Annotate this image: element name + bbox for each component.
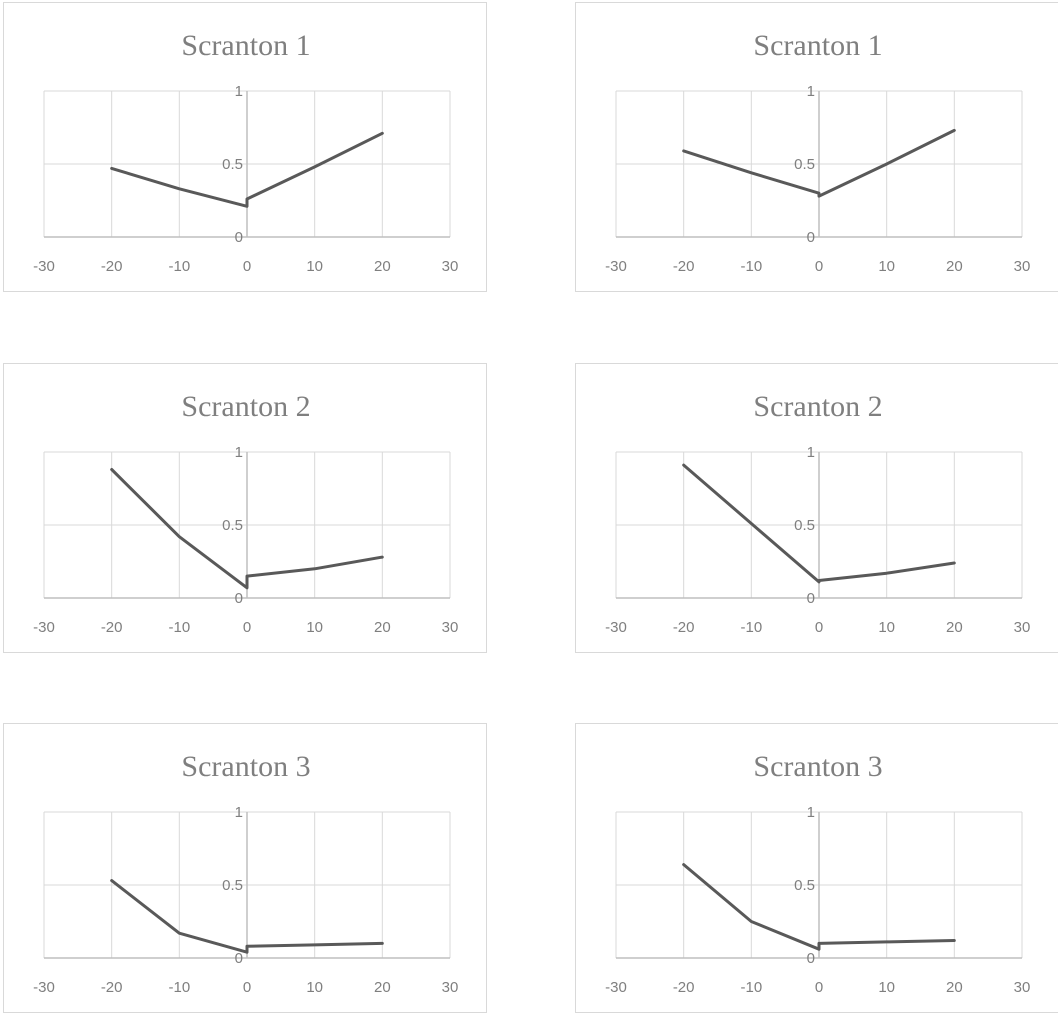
y-tick-label: 1 — [807, 444, 815, 461]
y-tick-label: 1 — [807, 83, 815, 100]
chart-title: Scranton 1 — [181, 29, 310, 62]
x-tick-label: -10 — [740, 258, 762, 275]
chart-svg-4: Scranton 2 -30 -20 -10 0 10 20 30 0 0.5 1 — [605, 390, 1031, 636]
chart-panel-1: Scranton 1 -30 -20 -10 0 10 20 30 0 0.5 1 — [3, 2, 487, 292]
x-tick-label: -20 — [101, 258, 123, 275]
x-tick-label: 30 — [1014, 619, 1031, 636]
x-tick-label: 0 — [815, 979, 823, 996]
x-tick-label: 10 — [878, 258, 895, 275]
series-line — [682, 128, 956, 198]
y-tick-label: 0.5 — [794, 877, 815, 894]
chart-title: Scranton 2 — [753, 390, 882, 423]
x-tick-label: 30 — [442, 619, 459, 636]
y-tick-label: 0.5 — [222, 156, 243, 173]
chart-svg-3: Scranton 2 -30 -20 -10 0 10 20 30 0 0.5 1 — [33, 390, 459, 636]
y-tick-label: 0 — [807, 229, 815, 246]
x-tick-label: 30 — [442, 258, 459, 275]
chart-panel-5: Scranton 3 -30 -20 -10 0 10 20 30 0 0.5 1 — [3, 723, 487, 1013]
series-line — [682, 463, 956, 584]
x-tick-label: 0 — [243, 258, 251, 275]
chart-panel-2: Scranton 1 -30 -20 -10 0 10 20 30 0 0.5 1 — [575, 2, 1058, 292]
x-tick-label: -30 — [605, 979, 627, 996]
y-tick-label: 1 — [235, 804, 243, 821]
x-tick-label: -10 — [740, 979, 762, 996]
y-tick-label: 0 — [235, 229, 243, 246]
x-tick-label: 10 — [306, 979, 323, 996]
y-tick-label: 0.5 — [794, 517, 815, 534]
x-tick-label: 10 — [878, 979, 895, 996]
x-tick-label: 20 — [374, 979, 391, 996]
x-tick-label: -10 — [168, 979, 190, 996]
x-tick-label: 20 — [946, 619, 963, 636]
x-tick-label: 30 — [1014, 979, 1031, 996]
y-tick-label: 0 — [807, 950, 815, 967]
y-tick-label: 1 — [235, 83, 243, 100]
x-tick-label: 0 — [815, 258, 823, 275]
chart-title: Scranton 1 — [753, 29, 882, 62]
x-tick-label: -10 — [168, 619, 190, 636]
x-tick-label: -30 — [605, 619, 627, 636]
x-tick-label: 20 — [946, 979, 963, 996]
x-tick-label: -20 — [673, 979, 695, 996]
chart-svg-6: Scranton 3 -30 -20 -10 0 10 20 30 0 0.5 1 — [605, 750, 1031, 996]
y-tick-label: 0 — [807, 590, 815, 607]
x-tick-label: -10 — [168, 258, 190, 275]
y-tick-label: 0.5 — [222, 877, 243, 894]
x-tick-label: -20 — [101, 619, 123, 636]
x-tick-label: 10 — [306, 619, 323, 636]
x-tick-label: -30 — [605, 258, 627, 275]
chart-panel-3: Scranton 2 -30 -20 -10 0 10 20 30 0 0.5 1 — [3, 363, 487, 653]
x-tick-label: -30 — [33, 258, 55, 275]
x-tick-label: -10 — [740, 619, 762, 636]
x-tick-label: 30 — [442, 979, 459, 996]
y-tick-label: 1 — [807, 804, 815, 821]
series-line — [110, 468, 384, 590]
y-tick-label: 0.5 — [794, 156, 815, 173]
chart-title: Scranton 3 — [753, 750, 882, 783]
y-tick-label: 1 — [235, 444, 243, 461]
x-tick-label: 0 — [815, 619, 823, 636]
chart-title: Scranton 2 — [181, 390, 310, 423]
series-line — [110, 879, 384, 954]
y-tick-label: 0.5 — [222, 517, 243, 534]
x-tick-label: 0 — [243, 979, 251, 996]
x-tick-label: -20 — [673, 258, 695, 275]
chart-svg-5: Scranton 3 -30 -20 -10 0 10 20 30 0 0.5 1 — [33, 750, 459, 996]
x-tick-label: 20 — [374, 258, 391, 275]
series-line — [110, 131, 384, 208]
x-tick-label: 20 — [946, 258, 963, 275]
chart-svg-2: Scranton 1 -30 -20 -10 0 10 20 30 0 0.5 1 — [605, 29, 1031, 275]
x-tick-label: 10 — [306, 258, 323, 275]
y-tick-label: 0 — [235, 950, 243, 967]
series-line — [682, 863, 956, 951]
x-tick-label: 20 — [374, 619, 391, 636]
x-tick-label: 0 — [243, 619, 251, 636]
x-tick-label: 30 — [1014, 258, 1031, 275]
chart-svg-1: Scranton 1 -30 -20 -10 0 10 20 30 0 0.5 1 — [33, 29, 459, 275]
x-tick-label: -30 — [33, 979, 55, 996]
x-tick-label: 10 — [878, 619, 895, 636]
x-tick-label: -20 — [101, 979, 123, 996]
x-tick-label: -20 — [673, 619, 695, 636]
x-tick-label: -30 — [33, 619, 55, 636]
chart-panel-4: Scranton 2 -30 -20 -10 0 10 20 30 0 0.5 1 — [575, 363, 1058, 653]
chart-panel-6: Scranton 3 -30 -20 -10 0 10 20 30 0 0.5 1 — [575, 723, 1058, 1013]
chart-title: Scranton 3 — [181, 750, 310, 783]
y-tick-label: 0 — [235, 590, 243, 607]
